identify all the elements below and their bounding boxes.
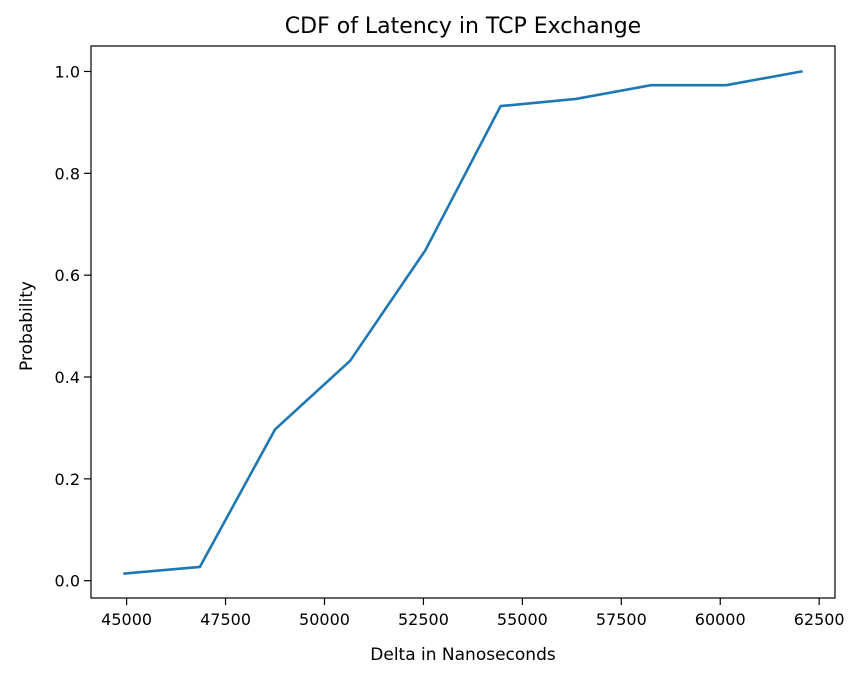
x-tick-label: 47500 (200, 610, 251, 629)
y-tick-label: 1.0 (55, 62, 80, 81)
x-tick-label: 55000 (497, 610, 548, 629)
series-line-0 (123, 69, 803, 575)
y-tick-label: 0.2 (55, 470, 80, 489)
y-tick-label: 0.0 (55, 572, 80, 591)
x-tick-label: 50000 (299, 610, 350, 629)
plot-area: 45000 47500 50000 52500 55000 57500 60000 62500… (55, 45, 845, 629)
y-tick-label: 0.8 (55, 164, 80, 183)
x-tick-label: 45000 (101, 610, 152, 629)
x-tick-label: 52500 (398, 610, 449, 629)
x-tick-label: 62500 (794, 610, 845, 629)
y-axis-label: Probability (17, 281, 37, 371)
x-axis-label: Delta in Nanoseconds (370, 645, 556, 665)
y-tick-label: 0.6 (55, 266, 80, 285)
x-tick-label: 60000 (695, 610, 746, 629)
chart-title: CDF of Latency in TCP Exchange (285, 14, 641, 39)
y-tick-label: 0.4 (55, 368, 80, 387)
axes-frame (90, 45, 836, 599)
x-tick-label: 57500 (596, 610, 647, 629)
